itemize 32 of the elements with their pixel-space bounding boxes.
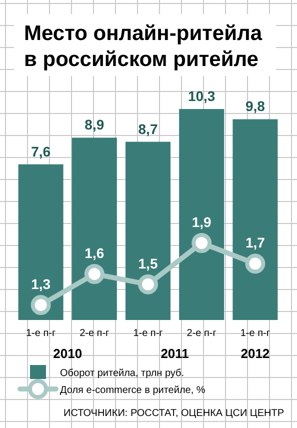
point <box>192 233 212 253</box>
data-label: 1,9 <box>192 214 212 230</box>
text: 2011 <box>160 346 189 361</box>
legend-label: Доля e-commerce в ритейле, % <box>60 385 206 396</box>
data-label: 1,7 <box>245 234 266 251</box>
x-tick-label: 2-е п-г <box>186 328 217 339</box>
bar <box>18 164 64 320</box>
text: 2010 <box>53 346 82 361</box>
data-label: 10,3 <box>188 88 216 104</box>
bar <box>125 142 171 320</box>
data-label: 1,6 <box>84 245 104 261</box>
chart-title: Место онлайн-ритейла в российском ритейле <box>24 22 262 71</box>
x-tick-label: 1-е п-г <box>133 328 164 339</box>
text: 2012 <box>240 346 270 361</box>
x-tick-label: 1-е п-г <box>26 328 56 339</box>
point <box>84 264 104 284</box>
legend-label: Оборот ритейла, трлн руб. <box>60 368 184 379</box>
point <box>138 274 158 294</box>
data-label: 8,7 <box>138 120 158 137</box>
bar <box>179 109 224 320</box>
bar <box>232 119 278 320</box>
data-label: 7,6 <box>31 143 51 160</box>
bar <box>72 138 117 320</box>
text: ИСТОЧНИКИ: РОССТАТ, ОЦЕНКА ЦСИ ЦЕНТР <box>64 408 284 419</box>
x-tick-label: 1-е п-г <box>240 328 270 339</box>
data-label: 1,5 <box>138 255 158 272</box>
data-label: 1,3 <box>31 276 51 292</box>
data-label: 8,9 <box>84 116 104 133</box>
x-tick-label: 2-е п-г <box>80 328 110 339</box>
point <box>30 295 51 315</box>
data-label: 9,8 <box>245 98 266 114</box>
point <box>245 254 266 274</box>
